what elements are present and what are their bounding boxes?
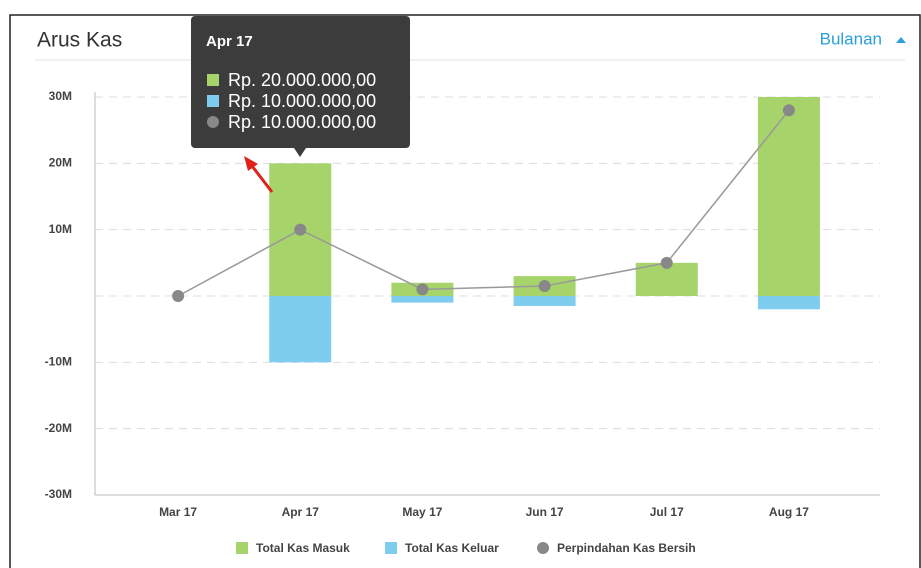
bar xyxy=(391,296,454,303)
line xyxy=(177,109,790,297)
legend-swatch xyxy=(236,542,248,554)
line-point xyxy=(660,256,673,269)
tooltip-box xyxy=(191,16,410,148)
legend-swatch xyxy=(385,542,397,554)
y-tick-label: -20M xyxy=(45,421,72,435)
legend-label: Total Kas Masuk xyxy=(256,541,350,555)
bar xyxy=(757,97,820,296)
tooltip-swatch xyxy=(207,95,219,107)
tooltip-pointer xyxy=(294,148,306,157)
period-selector[interactable]: Bulanan xyxy=(820,29,882,48)
chart-title: Arus Kas xyxy=(37,29,122,52)
x-tick-label: Jun 17 xyxy=(526,505,564,519)
annotation-arrow-head xyxy=(244,156,258,171)
y-tick-label: 30M xyxy=(49,89,72,103)
line-point xyxy=(172,290,185,302)
annotation-arrow xyxy=(250,165,274,193)
bar xyxy=(757,296,820,310)
tooltip-swatch xyxy=(207,74,219,86)
y-tick-label: 20M xyxy=(49,156,72,170)
tooltip-item: Rp. 10.000.000,00 xyxy=(228,112,376,132)
line-point xyxy=(416,283,429,296)
x-tick-label: Mar 17 xyxy=(159,505,197,519)
legend-label: Total Kas Keluar xyxy=(405,541,499,555)
tooltip-swatch xyxy=(207,116,219,128)
line-point xyxy=(538,280,551,293)
y-tick-label: 10M xyxy=(49,222,72,236)
x-tick-label: May 17 xyxy=(402,505,442,519)
dropdown-caret[interactable] xyxy=(896,37,906,43)
y-tick-label: -30M xyxy=(45,487,72,501)
x-tick-label: Aug 17 xyxy=(769,505,809,519)
line-point xyxy=(294,223,307,236)
tooltip-item: Rp. 10.000.000,00 xyxy=(228,91,376,111)
bar xyxy=(269,296,332,363)
legend-label: Perpindahan Kas Bersih xyxy=(557,541,696,555)
bar xyxy=(513,296,576,306)
x-tick-label: Jul 17 xyxy=(650,505,684,519)
tooltip-item: Rp. 20.000.000,00 xyxy=(228,70,376,90)
legend-swatch xyxy=(537,542,549,554)
tooltip-title: Apr 17 xyxy=(206,33,253,50)
line-point xyxy=(782,104,795,117)
x-tick-label: Apr 17 xyxy=(282,505,320,519)
y-tick-label: -10M xyxy=(45,355,72,369)
